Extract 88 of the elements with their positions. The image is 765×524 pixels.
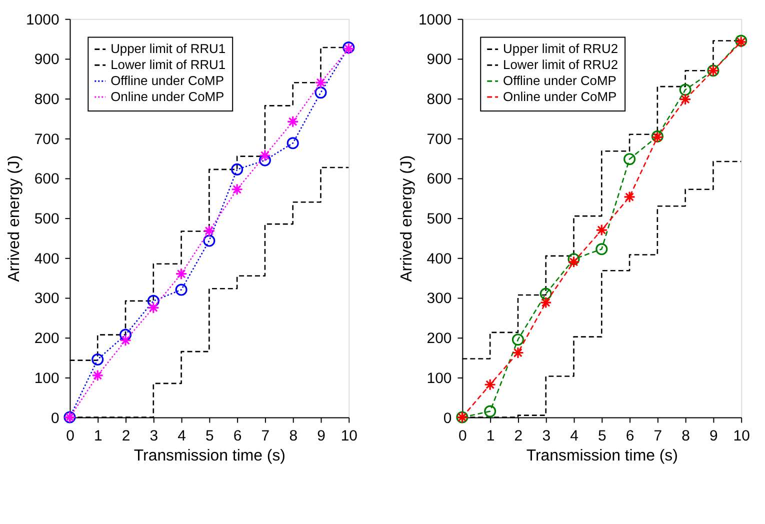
point xyxy=(231,183,244,196)
point xyxy=(119,328,132,341)
point xyxy=(175,268,188,280)
point xyxy=(314,76,327,89)
y-tick-label: 0 xyxy=(443,410,452,427)
point xyxy=(679,84,692,96)
x-tick-label: 2 xyxy=(122,428,130,445)
legend-label: Online under CoMP xyxy=(503,89,617,104)
x-tick-label: 6 xyxy=(626,428,634,445)
x-tick-label: 10 xyxy=(340,428,358,445)
x-tick-label: 5 xyxy=(206,428,214,445)
legend-label: Lower limit of RRU1 xyxy=(110,57,226,72)
point xyxy=(92,354,104,366)
legend-label: Upper limit of RRU2 xyxy=(503,41,618,56)
point xyxy=(92,369,104,382)
point xyxy=(314,86,327,99)
x-tick-label: 0 xyxy=(66,428,74,445)
y-tick-label: 500 xyxy=(34,210,60,228)
point xyxy=(512,334,524,346)
point xyxy=(147,294,160,307)
x-tick-label: 8 xyxy=(682,428,690,445)
y-tick-label: 400 xyxy=(426,250,452,268)
y-tick-label: 200 xyxy=(34,330,60,348)
y-tick-label: 700 xyxy=(34,130,60,148)
y-tick-label: 400 xyxy=(34,250,60,268)
point xyxy=(484,405,496,418)
point xyxy=(231,163,244,176)
point xyxy=(203,224,216,237)
y-tick-label: 1000 xyxy=(418,11,452,28)
point xyxy=(624,190,636,203)
x-tick-label: 2 xyxy=(514,428,523,445)
point xyxy=(119,334,132,346)
y-tick-label: 800 xyxy=(34,91,60,108)
legend-label: Upper limit of RRU1 xyxy=(110,41,226,56)
point xyxy=(540,288,552,300)
x-axis-title: Transmission time (s) xyxy=(134,448,286,465)
point xyxy=(175,284,188,296)
point xyxy=(596,224,608,236)
point xyxy=(568,256,580,268)
point xyxy=(624,153,636,166)
point xyxy=(596,243,608,256)
x-tick-label: 1 xyxy=(486,428,495,445)
x-tick-label: 7 xyxy=(261,428,270,445)
x-tick-label: 3 xyxy=(542,428,551,445)
y-tick-label: 100 xyxy=(426,370,452,387)
point xyxy=(512,346,524,359)
x-tick-label: 4 xyxy=(178,428,186,445)
point xyxy=(147,302,160,314)
x-tick-label: 9 xyxy=(317,428,326,445)
x-tick-label: 3 xyxy=(150,428,158,445)
legend-label: Offline under CoMP xyxy=(110,73,224,88)
y-tick-label: 900 xyxy=(426,51,452,68)
y-tick-label: 600 xyxy=(34,170,60,188)
point xyxy=(484,378,496,391)
y-tick-label: 800 xyxy=(426,91,452,108)
y-tick-label: 200 xyxy=(426,330,452,348)
legend-label: Lower limit of RRU2 xyxy=(503,57,618,72)
x-tick-label: 6 xyxy=(233,428,242,445)
point xyxy=(258,149,271,162)
point xyxy=(568,253,580,266)
y-tick-label: 500 xyxy=(426,210,452,228)
x-tick-label: 5 xyxy=(598,428,606,445)
x-axis-title: Transmission time (s) xyxy=(526,448,678,465)
legend-label: Online under CoMP xyxy=(110,89,224,104)
y-tick-label: 600 xyxy=(426,170,452,188)
legend-label: Offline under CoMP xyxy=(503,73,616,88)
point xyxy=(286,137,299,150)
y-tick-label: 0 xyxy=(50,410,60,427)
point xyxy=(540,296,552,309)
y-tick-label: 700 xyxy=(426,130,452,148)
x-tick-label: 9 xyxy=(710,428,718,445)
x-tick-label: 7 xyxy=(654,428,662,445)
x-tick-label: 8 xyxy=(289,428,298,445)
point xyxy=(203,234,216,247)
x-tick-label: 10 xyxy=(733,428,750,445)
point xyxy=(286,116,299,128)
y-tick-label: 100 xyxy=(34,370,60,387)
y-tick-label: 1000 xyxy=(26,11,60,28)
y-axis-title: Arrived energy (J) xyxy=(6,155,24,282)
y-tick-label: 300 xyxy=(426,290,452,308)
x-tick-label: 4 xyxy=(570,428,578,445)
y-tick-label: 900 xyxy=(34,51,60,68)
y-axis-title: Arrived energy (J) xyxy=(398,155,416,282)
point xyxy=(258,154,271,166)
y-tick-label: 300 xyxy=(34,290,60,308)
x-tick-label: 0 xyxy=(458,428,467,445)
point xyxy=(679,93,692,106)
x-tick-label: 1 xyxy=(94,428,102,445)
